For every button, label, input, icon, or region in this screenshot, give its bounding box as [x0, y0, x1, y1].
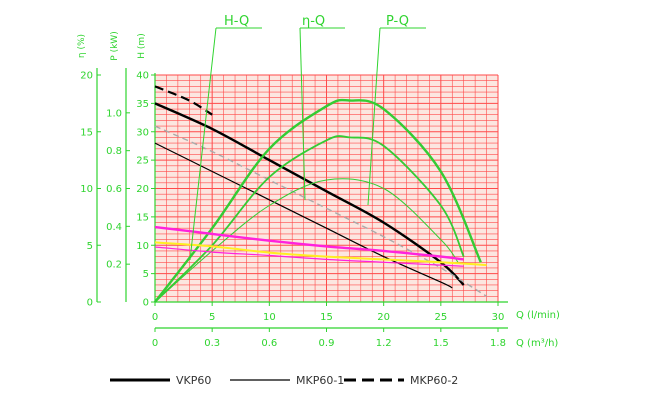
- curve-eta-q-mkp60-1: [154, 135, 465, 303]
- p-axis-title: P (kW): [110, 31, 120, 60]
- p-tick-label: 0.4: [106, 222, 122, 233]
- h-tick-label: 10: [136, 241, 149, 252]
- legend-label-vkp60: VKP60: [176, 374, 211, 387]
- h-tick-label: 25: [136, 156, 149, 167]
- q-lpm-axis-title: Q (l/min): [516, 310, 560, 321]
- q-lpm-tick-label: 25: [434, 312, 447, 323]
- curve-eta-q-mkp60-2: [154, 178, 459, 303]
- h-tick-label: 30: [136, 127, 149, 138]
- curve-h-q-mkp60-1: [154, 142, 453, 289]
- eta-tick-label: 15: [80, 127, 93, 138]
- h-tick-label: 35: [136, 99, 149, 110]
- curve-h-q-gray-dashed: [154, 125, 487, 297]
- q-m3h-tick-label: 0.9: [319, 338, 335, 349]
- q-m3h-axis-title: Q (m³/h): [516, 338, 558, 349]
- q-m3h-tick-label: 1.8: [490, 338, 506, 349]
- curve-p-q-vkp60: [154, 225, 464, 261]
- q-m3h-tick-label: 0.3: [204, 338, 220, 349]
- legend: VKP60 MKP60-1 MKP60-2: [110, 374, 458, 387]
- curve-eta-q-vkp60: [154, 98, 482, 303]
- eta-q-leader: [299, 27, 306, 201]
- q-m3h-tick-label: 1.2: [376, 338, 392, 349]
- p-tick-label: 0.8: [106, 146, 122, 157]
- q-lpm-tick-label: 0: [152, 312, 158, 323]
- q-m3h-tick-label: 1.5: [433, 338, 449, 349]
- q-lpm-tick-label: 30: [492, 312, 505, 323]
- q-lpm-tick-label: 20: [377, 312, 390, 323]
- h-q-label: H-Q: [224, 14, 249, 29]
- p-q-label: P-Q: [386, 14, 409, 29]
- p-tick-label: 0.6: [106, 184, 122, 195]
- curve-h-q-mkp60-2: [154, 85, 213, 116]
- eta-axis-title: η (%): [77, 34, 87, 58]
- legend-label-mkp60-2: MKP60-2: [410, 374, 458, 387]
- curve-p-q-mkp60-1: [154, 246, 464, 267]
- eta-q-label: η-Q: [302, 14, 325, 29]
- eta-tick-label: 0: [87, 298, 93, 309]
- curves: [154, 27, 487, 303]
- eta-tick-label: 10: [80, 184, 93, 195]
- h-tick-label: 15: [136, 212, 149, 223]
- legend-label-mkp60-1: MKP60-1: [296, 374, 344, 387]
- q-lpm-tick-label: 15: [320, 312, 333, 323]
- h-tick-label: 40: [136, 71, 149, 82]
- q-m3h-tick-label: 0: [152, 338, 158, 349]
- h-tick-label: 5: [143, 269, 149, 280]
- h-tick-label: 20: [136, 184, 149, 195]
- p-q-leader: [367, 27, 381, 206]
- h-axis-title: H (m): [137, 33, 147, 58]
- h-tick-label: 0: [143, 298, 149, 309]
- eta-tick-label: 20: [80, 71, 93, 82]
- curve-p-q-mkp60-2: [154, 241, 487, 267]
- q-lpm-tick-label: 10: [263, 312, 276, 323]
- h-q-leader: [189, 27, 217, 261]
- p-tick-label: 1.0: [106, 108, 122, 119]
- axes: [96, 68, 508, 332]
- axis-labels: 0 5 10 15 20 25 30 35 40 0 5 10 15 20 0.2 0.4 0.6 0.8 1.0 0…: [77, 31, 560, 349]
- q-lpm-tick-label: 5: [209, 312, 215, 323]
- q-m3h-tick-label: 0.6: [261, 338, 277, 349]
- p-tick-label: 0.2: [106, 260, 122, 271]
- eta-tick-label: 5: [87, 241, 93, 252]
